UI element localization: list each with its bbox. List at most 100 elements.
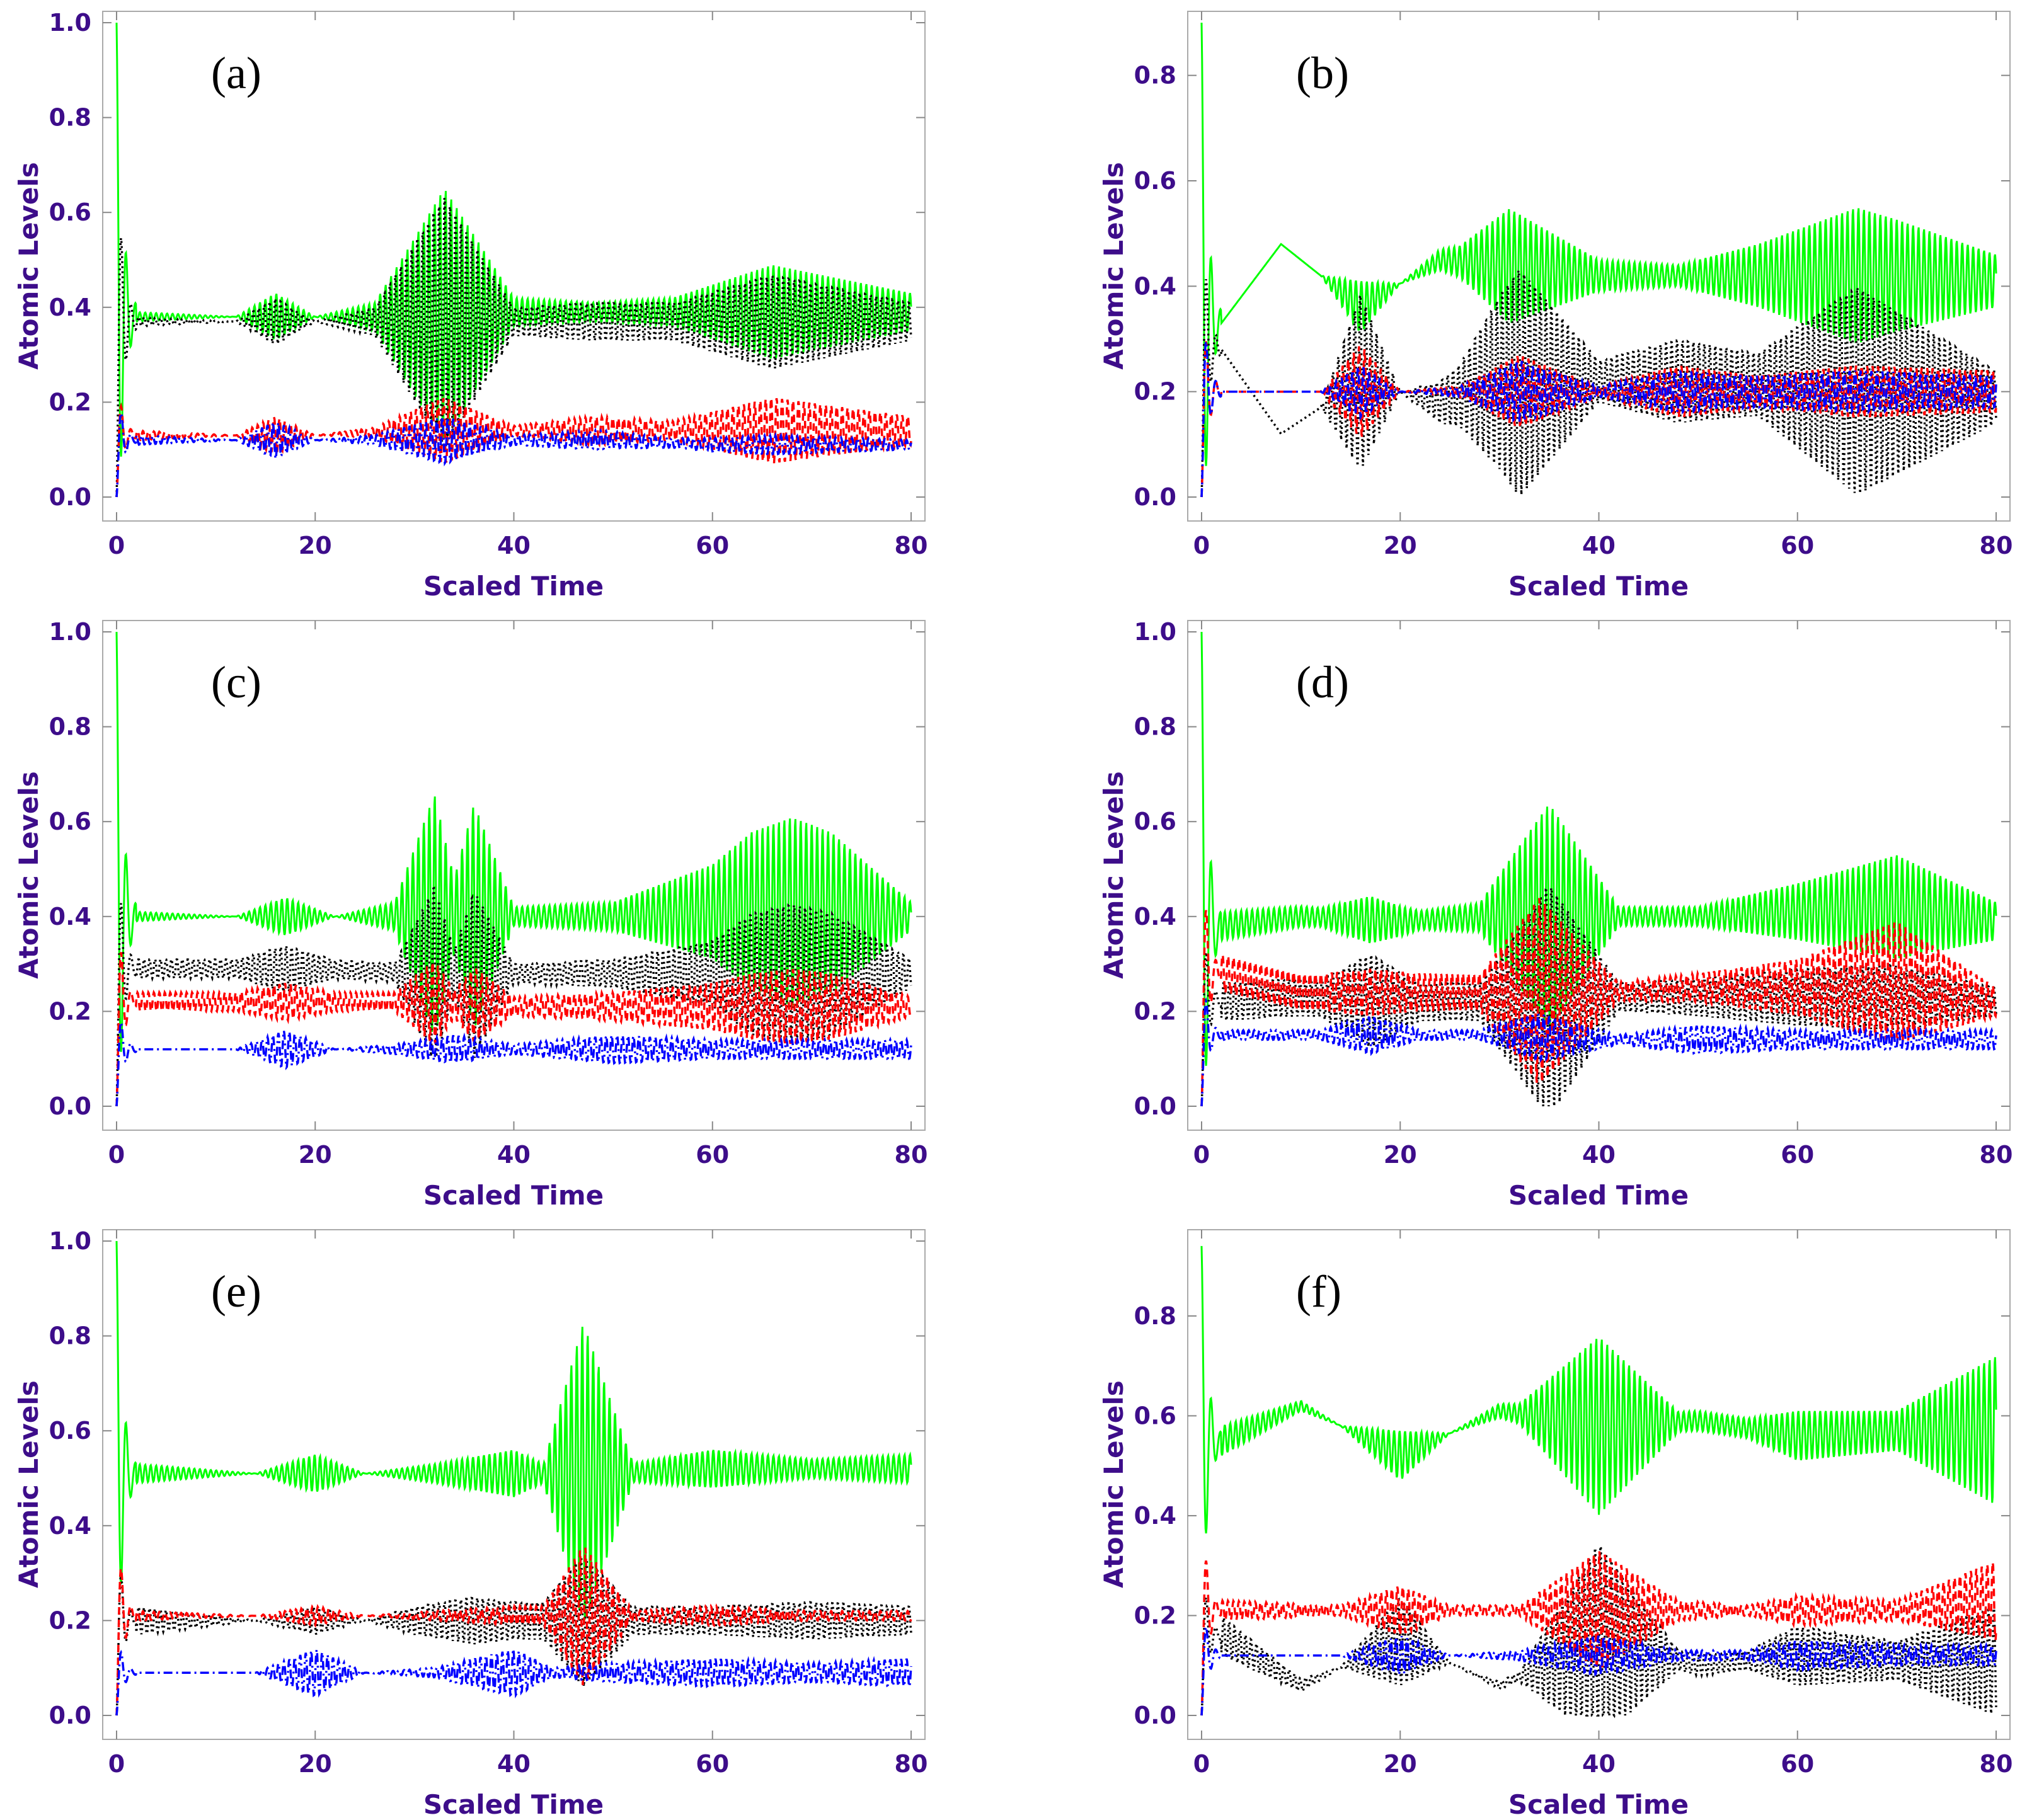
series-line-e-3 bbox=[115, 1649, 912, 1716]
y-tick-label-d-2: 0.4 bbox=[1134, 903, 1176, 930]
series-layer-c bbox=[115, 631, 912, 1107]
series-line-f-2 bbox=[1200, 1551, 1997, 1716]
y-tick-label-c-0: 0.0 bbox=[49, 1092, 91, 1120]
series-line-e-1 bbox=[115, 1558, 912, 1716]
x-tick-label-c-4: 80 bbox=[895, 1141, 928, 1169]
series-line-a-1 bbox=[115, 198, 912, 498]
y-tick-label-a-2: 0.4 bbox=[49, 294, 91, 321]
x-tick-label-c-0: 0 bbox=[108, 1141, 125, 1169]
y-tick-label-b-3: 0.6 bbox=[1134, 167, 1176, 195]
y-tick-label-a-4: 0.8 bbox=[49, 104, 91, 132]
series-line-c-2 bbox=[115, 952, 912, 1107]
series-layer-e bbox=[115, 1240, 912, 1716]
y-tick-label-f-0: 0.0 bbox=[1134, 1702, 1176, 1729]
ticks-layer-a: 0 20 40 60 80 0.0 0.2 0.4 0.6 0.8 1.0 bbox=[49, 9, 928, 559]
y-tick-label-e-1: 0.2 bbox=[49, 1606, 91, 1634]
x-tick-label-f-1: 20 bbox=[1384, 1750, 1417, 1778]
panel-a: 0 20 40 60 80 0.0 0.2 0.4 0.6 0.8 1.0 (a) Scaled T… bbox=[13, 9, 927, 602]
x-axis-title-d: Scaled Time bbox=[1508, 1180, 1689, 1211]
y-tick-label-c-5: 1.0 bbox=[49, 618, 91, 646]
y-tick-label-e-4: 0.8 bbox=[49, 1322, 91, 1350]
x-tick-label-a-2: 40 bbox=[497, 532, 531, 559]
y-tick-label-a-1: 0.2 bbox=[49, 388, 91, 416]
panel-label-e: (e) bbox=[211, 1266, 261, 1317]
x-tick-label-b-2: 40 bbox=[1582, 532, 1616, 559]
panel-b: 0 20 40 60 80 0.0 0.2 0.4 0.6 0.8 (b) Scaled Time… bbox=[1098, 11, 2013, 602]
x-tick-label-a-3: 60 bbox=[696, 532, 729, 559]
series-line-d-2 bbox=[1200, 898, 1997, 1107]
y-tick-label-f-2: 0.4 bbox=[1134, 1502, 1176, 1530]
y-tick-label-b-4: 0.8 bbox=[1134, 62, 1176, 89]
x-axis-title-a: Scaled Time bbox=[423, 571, 604, 602]
x-tick-label-b-0: 0 bbox=[1193, 532, 1210, 559]
y-tick-label-d-4: 0.8 bbox=[1134, 713, 1176, 741]
y-tick-label-e-0: 0.0 bbox=[49, 1702, 91, 1729]
y-tick-label-e-3: 0.6 bbox=[49, 1417, 91, 1445]
series-line-b-3 bbox=[1200, 341, 1997, 498]
ticks-layer-b: 0 20 40 60 80 0.0 0.2 0.4 0.6 0.8 bbox=[1134, 11, 2013, 559]
series-line-d-1 bbox=[1200, 888, 1997, 1107]
x-tick-label-f-0: 0 bbox=[1193, 1750, 1210, 1778]
series-line-a-3 bbox=[115, 409, 912, 498]
y-tick-label-d-0: 0.0 bbox=[1134, 1092, 1176, 1120]
x-tick-label-d-1: 20 bbox=[1384, 1141, 1417, 1169]
y-axis-title-c: Atomic Levels bbox=[13, 771, 44, 979]
ticks-layer-f: 0 20 40 60 80 0.0 0.2 0.4 0.6 0.8 bbox=[1134, 1230, 2013, 1778]
series-line-a-0 bbox=[115, 22, 912, 457]
panel-e: 0 20 40 60 80 0.0 0.2 0.4 0.6 0.8 1.0 (e) Scaled T… bbox=[13, 1227, 927, 1820]
y-tick-label-c-1: 0.2 bbox=[49, 997, 91, 1025]
x-axis-title-f: Scaled Time bbox=[1508, 1789, 1689, 1820]
x-axis-title-c: Scaled Time bbox=[423, 1180, 604, 1211]
x-tick-label-c-1: 20 bbox=[299, 1141, 332, 1169]
series-line-e-0 bbox=[115, 1240, 912, 1620]
y-tick-label-f-3: 0.6 bbox=[1134, 1402, 1176, 1429]
series-line-c-3 bbox=[115, 1019, 912, 1107]
y-axis-title-a: Atomic Levels bbox=[13, 162, 44, 370]
panel-d: 0 20 40 60 80 0.0 0.2 0.4 0.6 0.8 1.0 (d) Scaled T… bbox=[1098, 618, 2013, 1211]
y-tick-label-a-3: 0.6 bbox=[49, 198, 91, 226]
x-tick-label-a-0: 0 bbox=[108, 532, 125, 559]
y-axis-title-e: Atomic Levels bbox=[13, 1380, 44, 1588]
x-tick-label-b-3: 60 bbox=[1781, 532, 1814, 559]
series-layer-b bbox=[1200, 22, 1997, 498]
x-tick-label-a-1: 20 bbox=[299, 532, 332, 559]
series-line-f-1 bbox=[1200, 1545, 1997, 1719]
x-tick-label-f-4: 80 bbox=[1980, 1750, 2013, 1778]
panel-label-f: (f) bbox=[1296, 1266, 1341, 1317]
series-line-c-1 bbox=[115, 886, 912, 1107]
series-line-b-0 bbox=[1200, 22, 1997, 466]
y-tick-label-c-3: 0.6 bbox=[49, 808, 91, 835]
series-line-e-2 bbox=[115, 1547, 912, 1716]
y-tick-label-c-2: 0.4 bbox=[49, 903, 91, 930]
y-tick-label-d-1: 0.2 bbox=[1134, 997, 1176, 1025]
y-axis-title-b: Atomic Levels bbox=[1098, 162, 1129, 370]
x-tick-label-c-3: 60 bbox=[696, 1141, 729, 1169]
y-tick-label-f-4: 0.8 bbox=[1134, 1302, 1176, 1330]
x-tick-label-e-4: 80 bbox=[895, 1750, 928, 1778]
y-tick-label-d-5: 1.0 bbox=[1134, 618, 1176, 646]
x-tick-label-b-1: 20 bbox=[1384, 532, 1417, 559]
series-line-d-0 bbox=[1200, 631, 1997, 1066]
panel-label-b: (b) bbox=[1296, 48, 1349, 98]
y-tick-label-c-4: 0.8 bbox=[49, 713, 91, 741]
y-tick-label-d-3: 0.6 bbox=[1134, 808, 1176, 835]
x-axis-title-b: Scaled Time bbox=[1508, 571, 1689, 602]
x-tick-label-d-3: 60 bbox=[1781, 1141, 1814, 1169]
ticks-layer-d: 0 20 40 60 80 0.0 0.2 0.4 0.6 0.8 1.0 bbox=[1134, 618, 2013, 1169]
y-tick-label-b-1: 0.2 bbox=[1134, 378, 1176, 406]
x-tick-label-d-0: 0 bbox=[1193, 1141, 1210, 1169]
x-tick-label-c-2: 40 bbox=[497, 1141, 531, 1169]
panel-f: 0 20 40 60 80 0.0 0.2 0.4 0.6 0.8 (f) Scaled Time… bbox=[1098, 1229, 2013, 1820]
panel-c: 0 20 40 60 80 0.0 0.2 0.4 0.6 0.8 1.0 (c) Scaled T… bbox=[13, 618, 927, 1211]
x-tick-label-d-2: 40 bbox=[1582, 1141, 1616, 1169]
x-tick-label-f-3: 60 bbox=[1781, 1750, 1814, 1778]
y-axis-title-d: Atomic Levels bbox=[1098, 771, 1129, 979]
x-tick-label-e-1: 20 bbox=[299, 1750, 332, 1778]
series-line-d-3 bbox=[1200, 997, 1997, 1107]
ticks-layer-c: 0 20 40 60 80 0.0 0.2 0.4 0.6 0.8 1.0 bbox=[49, 618, 928, 1169]
series-layer-a bbox=[115, 22, 912, 498]
panel-label-c: (c) bbox=[211, 657, 261, 707]
panel-label-a: (a) bbox=[211, 48, 261, 98]
x-tick-label-e-3: 60 bbox=[696, 1750, 729, 1778]
